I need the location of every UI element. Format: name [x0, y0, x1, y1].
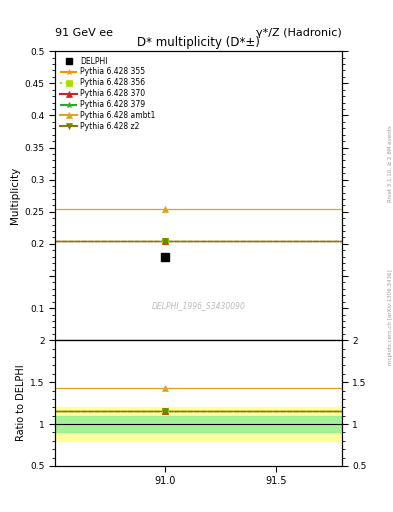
Bar: [55, 407, 342, 441]
Text: DELPHI_1996_S3430090: DELPHI_1996_S3430090: [152, 301, 245, 310]
Text: Rivet 3.1.10, ≥ 2.8M events: Rivet 3.1.10, ≥ 2.8M events: [388, 125, 393, 202]
Legend: DELPHI, Pythia 6.428 355, Pythia 6.428 356, Pythia 6.428 370, Pythia 6.428 379, : DELPHI, Pythia 6.428 355, Pythia 6.428 3…: [59, 55, 157, 133]
Y-axis label: Multiplicity: Multiplicity: [10, 167, 20, 224]
Y-axis label: Ratio to DELPHI: Ratio to DELPHI: [16, 365, 26, 441]
Text: 91 GeV ee: 91 GeV ee: [55, 28, 113, 38]
Bar: [55, 416, 342, 433]
Title: D* multiplicity (D*±): D* multiplicity (D*±): [137, 36, 260, 49]
Text: mcplots.cern.ch [arXiv:1306.3436]: mcplots.cern.ch [arXiv:1306.3436]: [388, 270, 393, 365]
Text: γ*/Z (Hadronic): γ*/Z (Hadronic): [256, 28, 342, 38]
